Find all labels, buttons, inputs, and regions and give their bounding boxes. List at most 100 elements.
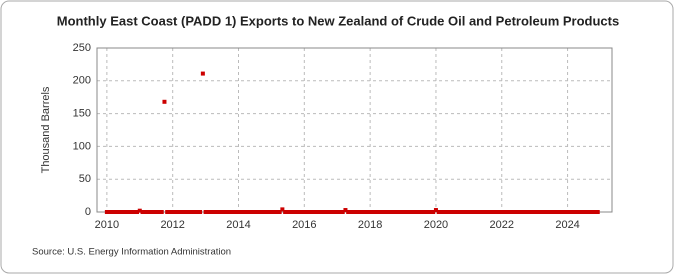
point [167,210,172,214]
point [252,210,257,214]
point [370,210,375,214]
x-tick-label: 2024 [555,219,579,231]
point [340,210,345,214]
point [348,210,353,214]
point [313,210,318,214]
point [113,210,118,214]
point [436,210,441,214]
point [477,210,482,214]
point [189,210,194,214]
x-tick-label: 2016 [292,219,316,231]
point [411,210,416,214]
point [244,210,249,214]
point [538,210,543,214]
x-tick-label: 2010 [95,219,119,231]
x-tick-label: 2018 [358,219,382,231]
x-tick-label: 2022 [490,219,514,231]
point [107,210,112,214]
point [466,210,471,214]
point [146,210,151,214]
point [529,210,534,214]
point [576,210,581,214]
point [406,210,411,214]
point [184,210,189,214]
point [228,210,233,214]
point [225,210,230,214]
point [573,210,578,214]
point [532,210,537,214]
point [521,210,526,214]
point [491,210,496,214]
point [557,210,562,214]
point [285,210,290,214]
point [176,210,181,214]
point [310,210,315,214]
chart-title: Monthly East Coast (PADD 1) Exports to N… [57,13,619,28]
point [584,210,589,214]
point [354,210,359,214]
point [488,210,493,214]
point [118,210,123,214]
point [546,210,551,214]
point [151,210,156,214]
point [110,210,115,214]
point [291,210,296,214]
point [305,210,310,214]
point [464,210,469,214]
point [469,210,474,214]
point [162,99,167,104]
source: Source: U.S. Energy Information Administ… [32,247,231,258]
point [318,210,323,214]
point [453,210,458,214]
point [272,210,277,214]
point [505,210,510,214]
point [173,210,178,214]
point [209,210,214,214]
point [307,210,312,214]
point [486,210,491,214]
point [335,210,340,214]
point [565,210,570,214]
point [376,210,381,214]
point [269,210,274,214]
point [357,210,362,214]
point [231,210,236,214]
point [524,210,529,214]
point [258,210,263,214]
point [409,210,414,214]
point [403,210,408,214]
point [255,210,260,214]
point [203,210,208,214]
point [450,210,455,214]
point [277,210,282,214]
point [296,210,301,214]
point [222,210,227,214]
point [475,210,480,214]
point [332,210,337,214]
point [458,210,463,214]
point [124,210,129,214]
point [562,210,567,214]
point [395,210,400,214]
point [346,210,351,214]
point [483,210,488,214]
point [294,210,299,214]
point [321,210,326,214]
point [494,210,499,214]
point [540,210,545,214]
point [455,210,460,214]
point [401,210,406,214]
point [582,210,587,214]
point [510,210,515,214]
point [425,210,430,214]
point [422,210,427,214]
point [329,210,334,214]
point [192,210,197,214]
point [502,210,507,214]
point [362,210,367,214]
point [241,210,246,214]
point [595,210,600,214]
point [121,210,126,214]
point [507,210,512,214]
point [420,210,425,214]
